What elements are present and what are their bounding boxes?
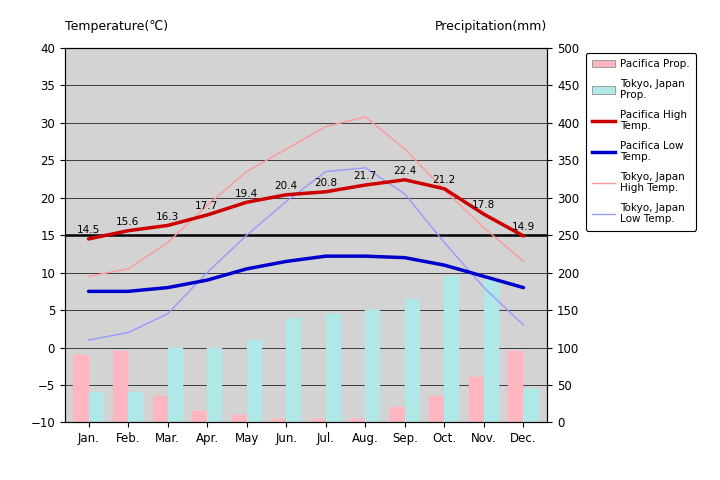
- Bar: [89, 393, 104, 422]
- Bar: [351, 419, 365, 422]
- Bar: [168, 348, 183, 422]
- Bar: [523, 389, 539, 422]
- Bar: [508, 351, 523, 422]
- Text: 19.4: 19.4: [235, 189, 258, 199]
- Text: 20.8: 20.8: [314, 178, 337, 188]
- Text: 20.4: 20.4: [274, 181, 297, 191]
- Bar: [153, 396, 168, 422]
- Legend: Pacifica Prop., Tokyo, Japan
Prop., Pacifica High
Temp., Pacifica Low
Temp., Tok: Pacifica Prop., Tokyo, Japan Prop., Paci…: [586, 53, 696, 230]
- Bar: [469, 377, 484, 422]
- Text: 16.3: 16.3: [156, 212, 179, 222]
- Text: Precipitation(mm): Precipitation(mm): [435, 20, 547, 33]
- Bar: [128, 393, 143, 422]
- Bar: [484, 280, 499, 422]
- Bar: [247, 340, 261, 422]
- Bar: [271, 419, 287, 422]
- Text: 22.4: 22.4: [393, 166, 416, 176]
- Bar: [444, 276, 459, 422]
- Bar: [287, 318, 301, 422]
- Bar: [311, 419, 325, 422]
- Bar: [73, 355, 89, 422]
- Text: 17.8: 17.8: [472, 201, 495, 211]
- Text: 14.9: 14.9: [512, 222, 535, 232]
- Bar: [429, 396, 444, 422]
- Text: 17.7: 17.7: [195, 201, 219, 211]
- Bar: [232, 415, 247, 422]
- Bar: [192, 411, 207, 422]
- Bar: [113, 351, 128, 422]
- Bar: [365, 310, 380, 422]
- Text: 14.5: 14.5: [76, 225, 100, 235]
- Bar: [207, 348, 222, 422]
- Text: 21.2: 21.2: [433, 175, 456, 185]
- Text: 21.7: 21.7: [354, 171, 377, 181]
- Text: Temperature(℃): Temperature(℃): [65, 20, 168, 33]
- Text: 15.6: 15.6: [116, 217, 140, 227]
- Bar: [325, 314, 341, 422]
- Bar: [405, 299, 420, 422]
- Bar: [390, 408, 405, 422]
